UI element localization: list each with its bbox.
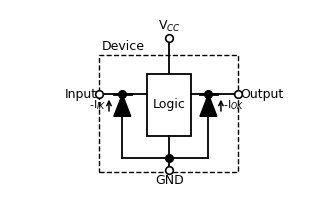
Polygon shape [114,94,131,116]
Text: -I$_{IK}$: -I$_{IK}$ [89,99,107,112]
Bar [99,55,239,172]
Text: Device: Device [102,40,145,53]
Bar [147,74,191,136]
Text: Input: Input [65,88,97,101]
Text: V$_{CC}$: V$_{CC}$ [158,19,181,34]
Text: Logic: Logic [153,98,186,111]
Text: -I$_{OK}$: -I$_{OK}$ [222,99,244,112]
Text: GND: GND [155,174,184,187]
Polygon shape [200,94,217,116]
Text: Output: Output [240,88,283,101]
